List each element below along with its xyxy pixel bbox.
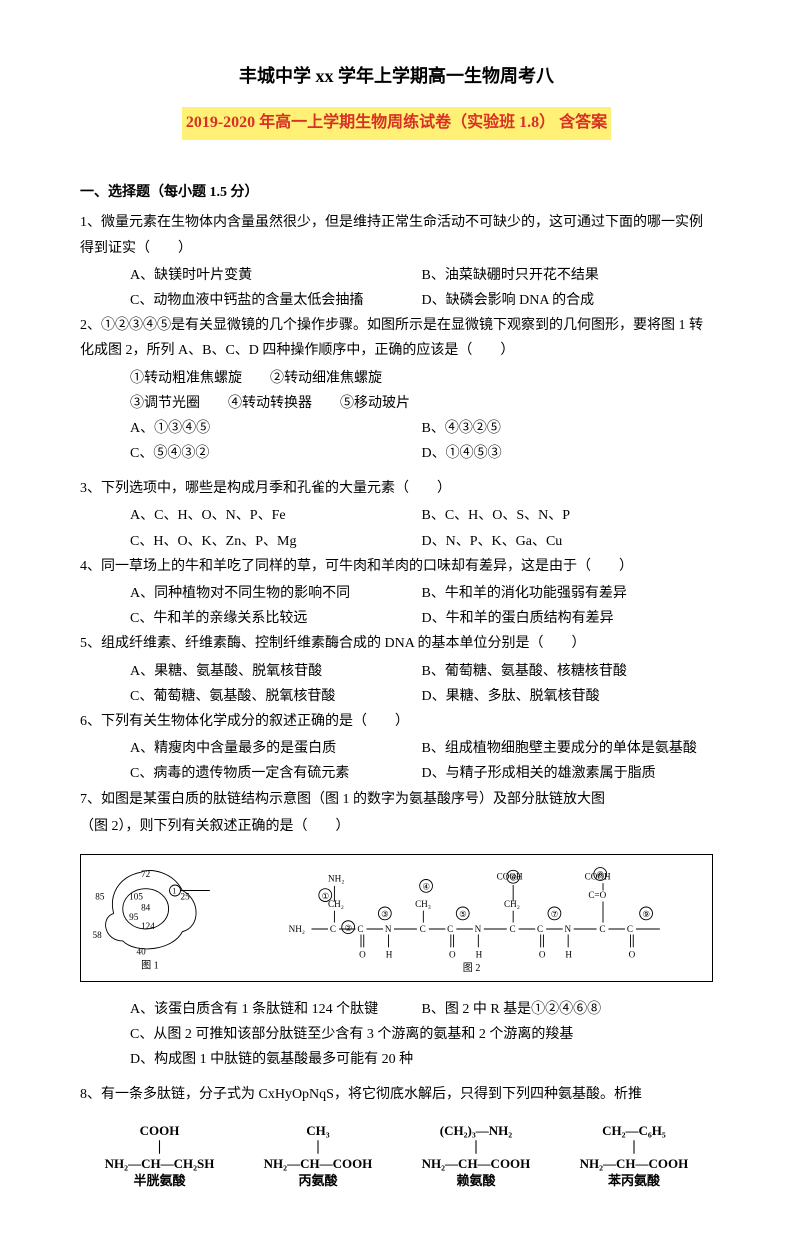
question-3-stem: 3、下列选项中，哪些是构成月季和孔雀的大量元素（ ） <box>80 476 713 501</box>
q5-opt-d: D、果糖、多肽、脱氧核苷酸 <box>422 684 714 709</box>
svg-text:C: C <box>627 924 633 934</box>
q7-opt-b: B、图 2 中 R 基是①②④⑥⑧ <box>422 997 714 1022</box>
svg-text:84: 84 <box>141 903 151 913</box>
svg-text:⑤: ⑤ <box>459 910 466 919</box>
svg-text:CH₂: CH₂ <box>328 899 344 909</box>
q1-opt-a: A、缺镁时叶片变黄 <box>130 263 422 288</box>
q5-opt-b: B、葡萄糖、氨基酸、核糖核苷酸 <box>422 659 714 684</box>
svg-text:图 2: 图 2 <box>463 962 481 973</box>
q4-opt-c: C、牛和羊的亲缘关系比较远 <box>130 606 422 631</box>
svg-text:25: 25 <box>181 892 191 902</box>
q1-opt-d: D、缺磷会影响 DNA 的合成 <box>422 288 714 313</box>
section-heading: 一、选择题（每小题 1.5 分） <box>80 180 713 205</box>
q5-opt-a: A、果糖、氨基酸、脱氧核苷酸 <box>130 659 422 684</box>
chem-1: COOH ｜ NH₂—CH—CH₂SH 半胱氨酸 <box>105 1123 215 1191</box>
q4-opt-d: D、牛和羊的蛋白质结构有差异 <box>422 606 714 631</box>
svg-text:C: C <box>420 924 426 934</box>
q7-opt-c: C、从图 2 可推知该部分肽链至少含有 3 个游离的氨基和 2 个游离的羧基 <box>130 1022 713 1047</box>
q6-opt-c: C、病毒的遗传物质一定含有硫元素 <box>130 761 422 786</box>
question-7-stem1: 7、如图是某蛋白质的肽链结构示意图（图 1 的数字为氨基酸序号）及部分肽链放大图 <box>80 787 713 812</box>
svg-text:124: 124 <box>141 921 155 931</box>
chem-structures: COOH ｜ NH₂—CH—CH₂SH 半胱氨酸 CH₃ ｜ NH₂—CH—CO… <box>80 1123 713 1191</box>
svg-text:CH₃: CH₃ <box>415 899 431 909</box>
question-5-stem: 5、组成纤维素、纤维素酶、控制纤维素酶合成的 DNA 的基本单位分别是（ ） <box>80 631 713 656</box>
svg-text:C: C <box>357 924 363 934</box>
svg-text:105: 105 <box>129 892 143 902</box>
figure-box: 72 85 105 84 95 124 58 40 25 1 图 1 ① ② ③… <box>80 854 713 982</box>
svg-text:N: N <box>475 924 482 934</box>
svg-text:H: H <box>476 949 483 959</box>
svg-text:1: 1 <box>172 886 176 895</box>
svg-text:95: 95 <box>129 912 139 922</box>
chem-3: (CH₂)₃—NH₂ ｜ NH₂—CH—COOH 赖氨酸 <box>422 1123 531 1191</box>
svg-text:58: 58 <box>93 930 103 940</box>
svg-text:85: 85 <box>95 892 105 902</box>
svg-text:NH₂: NH₂ <box>289 924 305 934</box>
q3-opt-b: B、C、H、O、S、N、P <box>422 503 714 528</box>
question-1-stem: 1、微量元素在生物体内含量虽然很少，但是维持正常生命活动不可缺少的，这可通过下面… <box>80 210 713 260</box>
question-8-stem: 8、有一条多肽链，分子式为 CxHyOpNqS，将它彻底水解后，只得到下列四种氨… <box>80 1082 713 1107</box>
q3-opt-c: C、H、O、K、Zn、P、Mg <box>130 529 422 554</box>
svg-text:⑦: ⑦ <box>551 910 558 919</box>
svg-text:72: 72 <box>141 869 151 879</box>
q2-opt-c: C、⑤④③② <box>130 441 422 466</box>
svg-text:N: N <box>385 924 392 934</box>
svg-text:COOH: COOH <box>497 871 523 881</box>
q3-opt-a: A、C、H、O、N、P、Fe <box>130 503 422 528</box>
q5-opt-c: C、葡萄糖、氨基酸、脱氧核苷酸 <box>130 684 422 709</box>
main-title: 丰城中学 xx 学年上学期高一生物周考八 <box>80 60 713 92</box>
question-6-stem: 6、下列有关生物体化学成分的叙述正确的是（ ） <box>80 709 713 734</box>
q6-opt-a: A、精瘦肉中含量最多的是蛋白质 <box>130 736 422 761</box>
svg-text:C=O: C=O <box>588 890 606 900</box>
svg-text:②: ② <box>345 924 352 933</box>
q2-steps2: ③调节光圈 ④转动转换器 ⑤移动玻片 <box>130 391 713 416</box>
chem-4: CH₂—C₆H₅ ｜ NH₂—CH—COOH 苯丙氨酸 <box>580 1123 689 1191</box>
q4-opt-a: A、同种植物对不同生物的影响不同 <box>130 581 422 606</box>
svg-text:C: C <box>599 924 605 934</box>
q7-opt-a: A、该蛋白质含有 1 条肽链和 124 个肽键 <box>130 997 422 1022</box>
q1-opt-c: C、动物血液中钙盐的含量太低会抽搐 <box>130 288 422 313</box>
q1-opt-b: B、油菜缺硼时只开花不结果 <box>422 263 714 288</box>
chem-2: CH₃ ｜ NH₂—CH—COOH 丙氨酸 <box>264 1123 373 1191</box>
q2-steps1: ①转动粗准焦螺旋 ②转动细准焦螺旋 <box>130 366 713 391</box>
q6-opt-d: D、与精子形成相关的雄激素属于脂质 <box>422 761 714 786</box>
svg-text:C: C <box>330 924 336 934</box>
svg-text:H: H <box>386 949 393 959</box>
q2-opt-a: A、①③④⑤ <box>130 416 422 441</box>
svg-text:图 1: 图 1 <box>141 959 159 971</box>
q3-opt-d: D、N、P、K、Ga、Cu <box>422 529 714 554</box>
svg-text:O: O <box>449 949 456 959</box>
svg-text:O: O <box>629 949 636 959</box>
svg-text:CH₂: CH₂ <box>504 899 520 909</box>
figure-2-svg: ① ② ③ ④ ⑤ ⑥ ⑦ ⑧ ⑨ NH₂ CH₂ CH₃ COOH CH₂ C… <box>249 863 704 973</box>
svg-text:NH₂: NH₂ <box>328 873 344 883</box>
q4-opt-b: B、牛和羊的消化功能强弱有差异 <box>422 581 714 606</box>
q7-opt-d: D、构成图 1 中肽链的氨基酸最多可能有 20 种 <box>130 1047 713 1072</box>
svg-text:④: ④ <box>422 882 429 891</box>
question-4-stem: 4、同一草场上的牛和羊吃了同样的草，可牛肉和羊肉的口味却有差异，这是由于（ ） <box>80 554 713 579</box>
figure-1-svg: 72 85 105 84 95 124 58 40 25 1 图 1 <box>89 863 239 973</box>
svg-text:H: H <box>565 949 572 959</box>
svg-text:O: O <box>359 949 366 959</box>
svg-text:C: C <box>537 924 543 934</box>
question-7-stem2: （图 2），则下列有关叙述正确的是（ ） <box>80 814 713 839</box>
q6-opt-b: B、组成植物细胞壁主要成分的单体是氨基酸 <box>422 736 714 761</box>
q2-opt-b: B、④③②⑤ <box>422 416 714 441</box>
svg-text:C: C <box>510 924 516 934</box>
svg-text:C: C <box>447 924 453 934</box>
svg-text:40: 40 <box>137 947 147 957</box>
svg-text:⑨: ⑨ <box>642 910 649 919</box>
sub-title: 2019-2020 年高一上学期生物周练试卷（实验班 1.8） 含答案 <box>182 107 611 140</box>
q2-opt-d: D、①④⑤③ <box>422 441 714 466</box>
svg-text:N: N <box>565 924 572 934</box>
svg-text:COOH: COOH <box>585 871 611 881</box>
question-2-stem: 2、①②③④⑤是有关显微镜的几个操作步骤。如图所示是在显微镜下观察到的几何图形，… <box>80 313 713 363</box>
svg-text:O: O <box>539 949 546 959</box>
svg-text:③: ③ <box>381 910 388 919</box>
